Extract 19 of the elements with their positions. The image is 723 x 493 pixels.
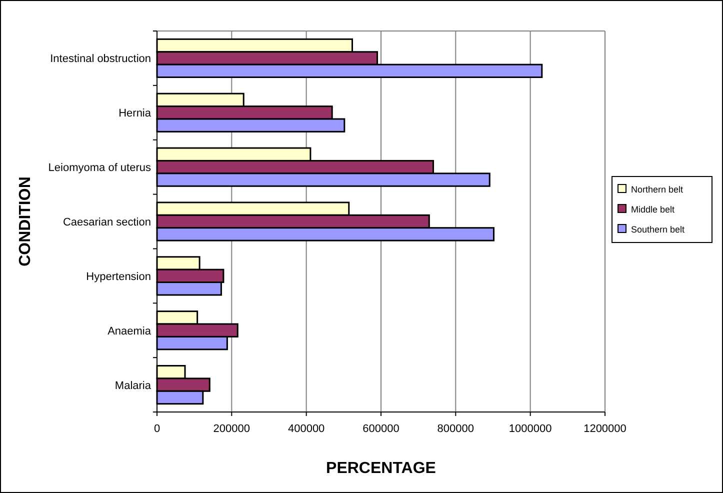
y-tick-label: Intestinal obstruction [50,53,151,66]
x-tick-label: 0 [154,423,160,435]
y-tick-label: Anaemia [108,325,152,338]
legend-label: Middle belt [631,204,676,214]
y-tick-label: Leiomyoma of uterus [48,162,152,174]
y-tick-label: Malaria [114,380,152,392]
x-tick-label: 1200000 [584,423,626,435]
x-tick-label: 1000000 [508,423,552,435]
x-tick-label: 200000 [213,423,250,435]
x-axis-title: PERCENTAGE [326,460,436,477]
x-tick-label: 600000 [362,423,400,435]
y-tick-label: Hypertension [86,270,151,283]
legend-label: Southern belt [631,224,686,234]
y-axis-title: CONDITION [17,176,34,266]
x-tick-label: 400000 [288,423,325,435]
y-tick-label: Hernia [118,108,152,120]
legend-label: Northern belt [631,184,684,194]
y-tick-label: Caesarian section [62,216,151,228]
x-tick-label: 800000 [437,423,474,435]
